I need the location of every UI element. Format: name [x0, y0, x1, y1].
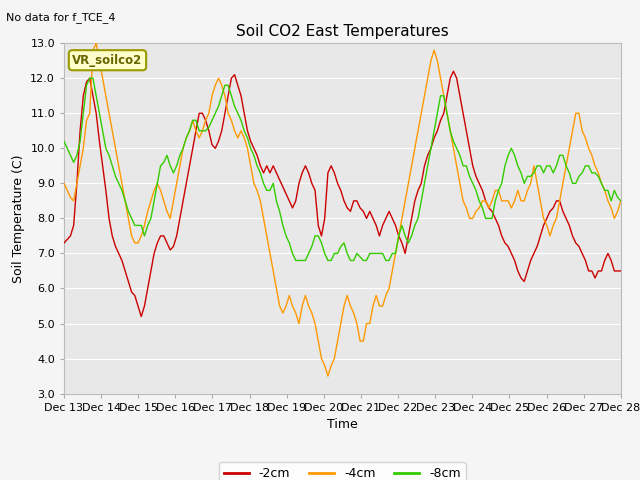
Y-axis label: Soil Temperature (C): Soil Temperature (C) [12, 154, 25, 283]
Text: No data for f_TCE_4: No data for f_TCE_4 [6, 12, 116, 23]
Title: Soil CO2 East Temperatures: Soil CO2 East Temperatures [236, 24, 449, 39]
X-axis label: Time: Time [327, 418, 358, 431]
Legend: -2cm, -4cm, -8cm: -2cm, -4cm, -8cm [219, 462, 466, 480]
Text: VR_soilco2: VR_soilco2 [72, 54, 143, 67]
